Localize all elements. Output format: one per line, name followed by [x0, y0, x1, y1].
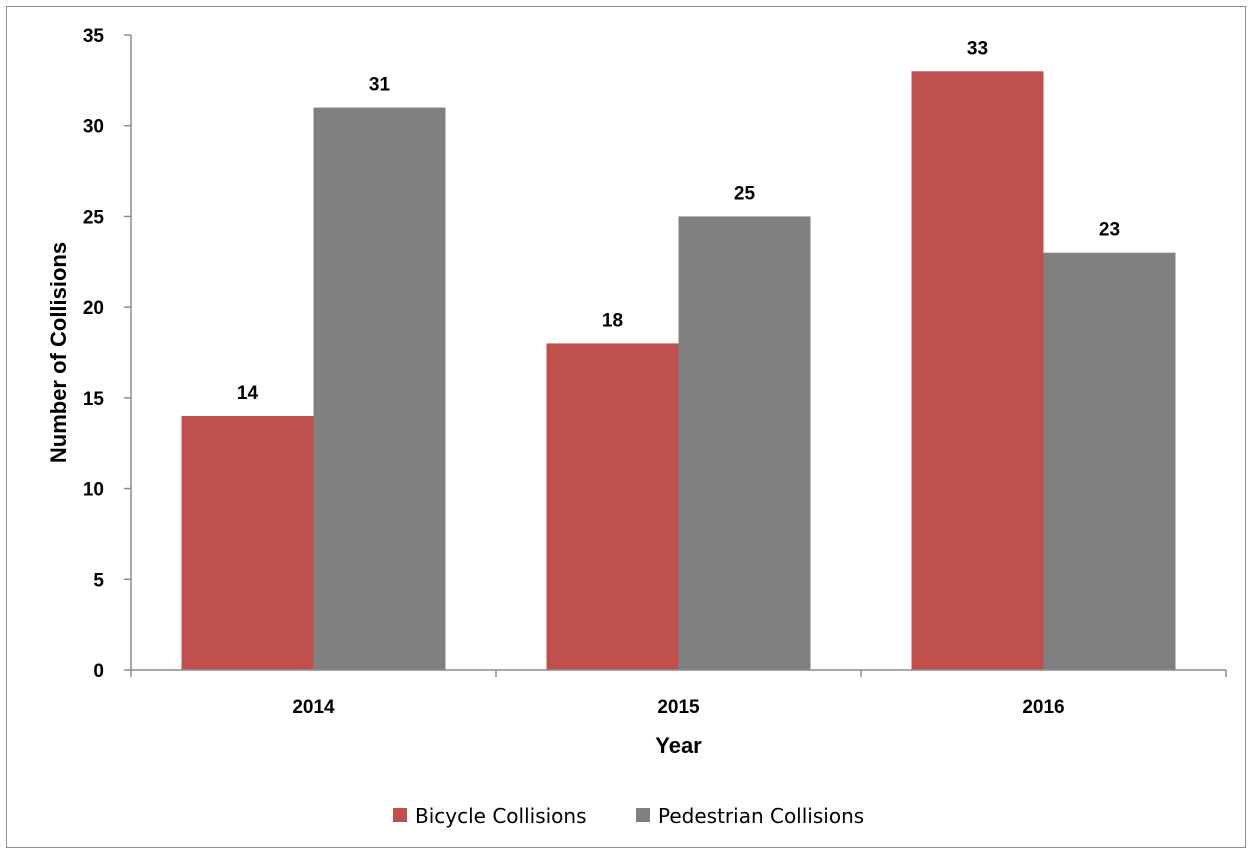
- bar-bicycle-collisions-2015: [546, 343, 679, 670]
- data-label: 18: [602, 310, 623, 331]
- bar-pedestrian-collisions-2014: [313, 107, 446, 671]
- x-axis-title: Year: [655, 733, 702, 758]
- data-label: 33: [967, 38, 988, 59]
- x-tick-label: 2014: [292, 697, 335, 718]
- bar-bicycle-collisions-2014: [181, 416, 314, 670]
- y-tick-label: 10: [83, 480, 104, 501]
- data-label: 14: [237, 383, 259, 404]
- bar-bicycle-collisions-2016: [911, 71, 1044, 671]
- y-axis-title: Number of Collisions: [46, 242, 71, 463]
- bars: [181, 71, 1176, 671]
- legend-label: Pedestrian Collisions: [658, 804, 864, 828]
- data-label: 23: [1099, 220, 1120, 241]
- legend-swatch: [636, 808, 650, 822]
- data-labels: 14 31 18 25 33 23: [237, 38, 1120, 404]
- bar-pedestrian-collisions-2015: [678, 216, 811, 670]
- y-axis-ticks: 0 5 10 15 20 25 30 35: [83, 26, 131, 682]
- y-tick-label: 15: [83, 389, 105, 410]
- bar-pedestrian-collisions-2016: [1043, 252, 1176, 670]
- y-tick-label: 30: [83, 117, 104, 138]
- legend-label: Bicycle Collisions: [415, 804, 587, 828]
- x-tick-label: 2015: [657, 697, 700, 718]
- y-tick-label: 0: [93, 661, 104, 682]
- y-tick-label: 35: [83, 26, 105, 47]
- y-tick-label: 20: [83, 298, 104, 319]
- x-axis-ticks: 2014 2015 2016: [130, 670, 1227, 718]
- legend: Bicycle Collisions Pedestrian Collisions: [393, 804, 864, 828]
- legend-swatch: [393, 808, 407, 822]
- data-label: 25: [734, 183, 756, 204]
- data-label: 31: [369, 75, 391, 96]
- x-tick-label: 2016: [1022, 697, 1064, 718]
- y-tick-label: 5: [93, 570, 104, 591]
- y-tick-label: 25: [83, 207, 105, 228]
